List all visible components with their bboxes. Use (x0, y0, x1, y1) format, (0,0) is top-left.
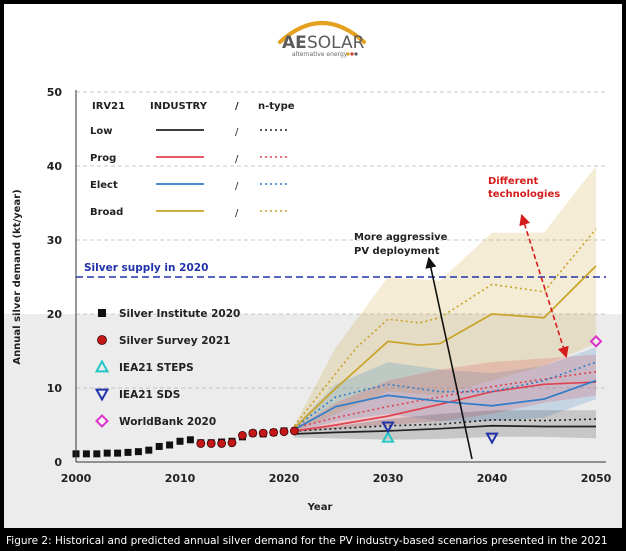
silver-institute-point (155, 442, 163, 450)
legend-label-low: Low (90, 126, 112, 137)
band-low (294, 410, 596, 440)
silver-institute-point (186, 436, 194, 444)
different-label: Different (488, 176, 538, 187)
band-elect (294, 347, 596, 433)
y-tick-label: 0 (54, 456, 62, 469)
marker-legend-label: WorldBank 2020 (119, 416, 216, 428)
x-tick-label: 2030 (373, 472, 404, 485)
aggressive-label: More aggressive (354, 232, 448, 243)
legend-header: / (235, 101, 239, 112)
legend-header: INDUSTRY (150, 101, 208, 112)
legend-header: IRV21 (92, 101, 125, 112)
legend-label-prog: Prog (90, 153, 116, 164)
marker-legend-symbol (98, 309, 106, 317)
silver-institute-point (166, 441, 174, 449)
silver-survey-point (237, 430, 247, 440)
x-tick-label: 2040 (477, 472, 508, 485)
silver-survey-point (248, 428, 258, 438)
aggressive-arrow (425, 256, 473, 460)
y-tick-label: 20 (47, 308, 63, 321)
series-low-dotted (294, 418, 597, 432)
marker-legend-label: Silver Survey 2021 (119, 335, 230, 347)
marker-legend-label: IEA21 SDS (119, 389, 180, 401)
silver-institute-point (134, 448, 142, 456)
silver-institute-point (145, 446, 153, 454)
iea21-steps-point (381, 430, 395, 443)
marker-legend-symbol (94, 388, 110, 402)
band-prog (294, 354, 596, 433)
aggressive-label: PV deployment (354, 246, 440, 257)
uncertainty-bands (294, 166, 596, 440)
x-tick-label: 2010 (165, 472, 196, 485)
logo-tagline: alternative energy (292, 51, 348, 58)
silver-survey-point (258, 428, 268, 438)
data-markers (72, 334, 603, 458)
logo-brand-light: SOLAR (307, 33, 365, 53)
legend-label-elect: Elect (90, 180, 118, 191)
series-elect-dotted (293, 361, 597, 429)
iea21-sds-point (381, 421, 395, 434)
silver-survey-point (227, 438, 237, 448)
legend-label-broad: Broad (90, 207, 123, 218)
legend-slash: / (235, 154, 239, 165)
figure-frame: AE SOLAR alternative energy Silver suppl… (4, 4, 622, 528)
x-axis-title: Year (307, 502, 333, 513)
silver-institute-point (93, 450, 101, 458)
silver-institute-point (103, 449, 111, 457)
silver-institute-point (176, 437, 184, 445)
legend-header: n-type (258, 101, 295, 112)
silver-survey-point (196, 439, 206, 448)
silver-survey-point (289, 426, 299, 436)
silver-survey-point (206, 439, 216, 448)
iea21-sds-point (485, 432, 499, 445)
y-tick-label: 10 (47, 382, 63, 395)
worldbank-point (589, 334, 603, 348)
marker-legend-symbol (94, 359, 110, 373)
marker-legend-label: Silver Institute 2020 (119, 308, 240, 320)
series-elect-solid (293, 379, 597, 431)
legend-slash: / (235, 181, 239, 192)
x-tick-label: 2020 (269, 472, 300, 485)
silver-survey-point (217, 439, 227, 448)
silver-survey-point (279, 427, 289, 437)
x-tick-label: 2000 (61, 472, 92, 485)
marker-legend-label: IEA21 STEPS (119, 362, 194, 374)
series-prog-solid (294, 381, 597, 432)
y-tick-label: 40 (47, 160, 63, 173)
marker-legend-symbol (97, 335, 107, 345)
figure-caption: Figure 2: Historical and predicted annua… (6, 535, 608, 547)
annotations: More aggressive PV deployment Different tec… (354, 176, 569, 460)
legend-slash: / (235, 127, 239, 138)
different-arrow (519, 213, 569, 359)
y-axis-title: Annual silver demand (kt/year) (12, 189, 23, 364)
x-tick-label: 2050 (581, 472, 612, 485)
different-label: technologies (488, 189, 560, 200)
y-tick-label: 30 (47, 234, 63, 247)
marker-legend-symbol (95, 414, 109, 428)
legend-slash: / (235, 208, 239, 219)
legend: IRV21 INDUSTRY / n-type Low / Prog / Elect / Broad… (90, 101, 295, 428)
supply-2020-label: Silver supply in 2020 (84, 262, 208, 274)
silver-institute-point (124, 448, 132, 456)
silver-survey-point (269, 427, 279, 437)
silver-institute-point (82, 450, 90, 458)
y-tick-label: 50 (47, 86, 63, 99)
logo-brand-bold: AE (282, 33, 307, 53)
silver-institute-point (114, 449, 122, 457)
ae-solar-logo: AE SOLAR alternative energy (278, 21, 366, 58)
series-low-solid (294, 424, 596, 435)
supply-layer: Silver supply in 2020 (76, 262, 606, 278)
